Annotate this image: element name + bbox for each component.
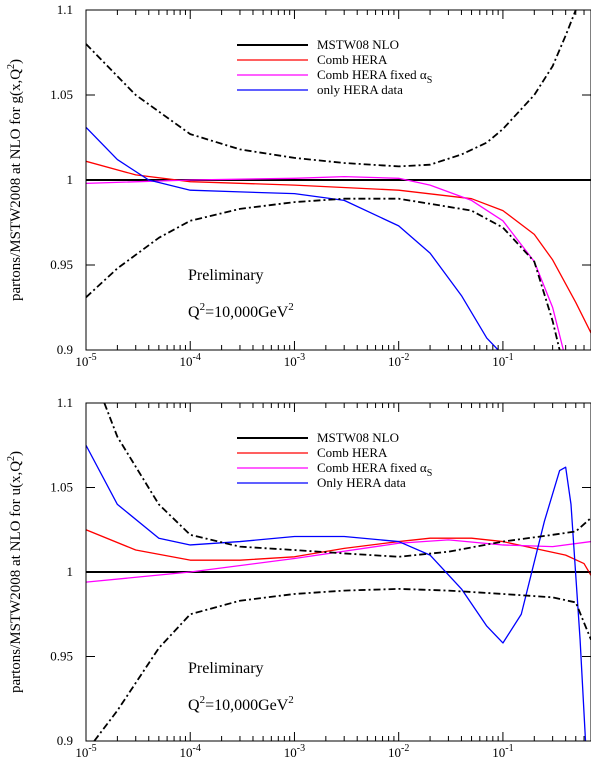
series-comb-hera-fixed	[86, 539, 591, 583]
y-ticks	[86, 9, 591, 351]
series-only-hera-data	[86, 444, 587, 741]
x-tick-label: 10-2	[388, 352, 409, 369]
y-tick-label: 1.05	[50, 87, 73, 102]
y-tick-label: 0.9	[57, 733, 73, 748]
annotation-preliminary: Preliminary	[188, 660, 264, 677]
legend-label: only HERA data	[317, 82, 403, 97]
uncertainty-band-4	[103, 403, 591, 558]
x-tick-label: 10-5	[75, 743, 96, 760]
legend-label: Comb HERA fixed αS	[317, 67, 432, 86]
x-ticks	[85, 403, 585, 741]
gluon-ratio-chart: 10-5 10-4 10-3 10-2 10-1 0.9 0.95 1 1.05 1.1 parto…	[6, 2, 591, 369]
legend-label: MSTW08 NLO	[317, 430, 399, 445]
annotation-q2: Q2=10,000GeV2	[188, 301, 294, 321]
y-tick-label: 1	[67, 564, 74, 579]
series-comb-hera	[86, 529, 591, 576]
legend-label: Comb HERA fixed αS	[317, 460, 432, 479]
legend-label: Comb HERA	[317, 445, 388, 460]
annotation: Preliminary Q2=10,000GeV2	[188, 267, 294, 321]
y-axis-label: partons/MSTW2008 at NLO for g(x,Q2)	[6, 59, 24, 301]
x-tick-label: 10-1	[492, 743, 513, 760]
series-only-hera-data	[86, 126, 499, 350]
y-ticks	[86, 402, 591, 742]
annotation: Preliminary Q2=10,000GeV2	[188, 660, 294, 714]
x-tick-label: 10-1	[492, 352, 513, 369]
uncertainty-band-4	[86, 10, 577, 168]
uncertainty-band-5	[93, 588, 591, 741]
legend-label: MSTW08 NLO	[317, 37, 399, 52]
x-tick-label: 10-4	[180, 743, 201, 760]
y-tick-label: 1.1	[57, 395, 73, 410]
y-tick-label: 1.05	[50, 480, 73, 495]
legend-label: Comb HERA	[317, 52, 388, 67]
x-tick-label: 10-3	[284, 743, 305, 760]
annotation-preliminary: Preliminary	[188, 267, 264, 284]
annotation-q2: Q2=10,000GeV2	[188, 694, 294, 714]
curves	[86, 10, 591, 350]
y-tick-label: 0.95	[50, 257, 73, 272]
x-tick-label: 10-2	[388, 743, 409, 760]
y-tick-label: 0.95	[50, 649, 73, 664]
up-quark-ratio-chart: 10-5 10-4 10-3 10-2 10-1 0.9 0.95 1 1.05 1.1 parto…	[6, 395, 591, 760]
y-tick-label: 1	[67, 172, 74, 187]
x-tick-label: 10-3	[284, 352, 305, 369]
x-tick-label: 10-4	[180, 352, 201, 369]
curves	[86, 403, 591, 741]
y-tick-label: 1.1	[57, 2, 73, 17]
legend-label: Only HERA data	[317, 475, 406, 490]
uncertainty-band-5	[86, 197, 561, 350]
x-tick-label: 10-5	[75, 352, 96, 369]
x-ticks	[85, 10, 585, 350]
series-comb-hera	[86, 160, 591, 334]
series-comb-hera-fixed	[86, 175, 564, 350]
y-axis-label: partons/MSTW2008 at NLO for u(x,Q2)	[6, 451, 24, 693]
y-tick-label: 0.9	[57, 342, 73, 357]
